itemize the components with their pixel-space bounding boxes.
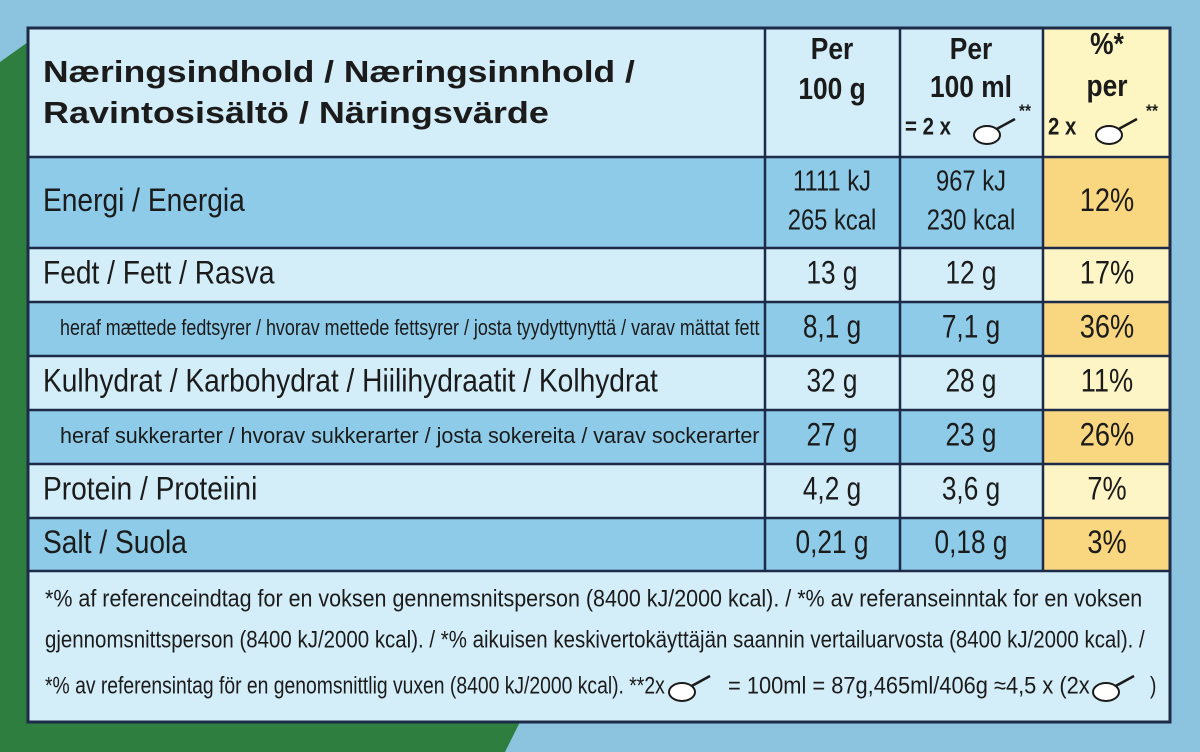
header-bg: [28, 28, 1043, 157]
value: 1111 kJ: [793, 164, 871, 197]
footnote: = 100ml = 87g,465ml/406g ≈4,5 x (2x: [728, 671, 1090, 698]
footnote: gjennomsnittsperson (8400 kJ/2000 kcal).…: [45, 626, 1145, 653]
value: 967 kJ: [936, 164, 1006, 197]
header-col: = 2 x: [905, 113, 951, 140]
percent-value: 17%: [1080, 255, 1134, 291]
spoon-bowl: [668, 682, 696, 702]
header-col: per: [1087, 69, 1128, 103]
value: 32 g: [806, 364, 857, 399]
row-bg: [28, 410, 1043, 464]
outer-border: [26, 26, 1172, 724]
percent-bg: [1043, 518, 1170, 571]
footnote: *% av referensintag för en genomsnittlig…: [45, 671, 665, 699]
row-label: Salt / Suola: [43, 525, 187, 560]
row-label: heraf mættede fedtsyrer / hvorav mettede…: [60, 316, 760, 340]
row-label: Fedt / Fett / Rasva: [43, 256, 275, 291]
percent-value: 11%: [1081, 363, 1133, 399]
spoon-icon: [1092, 674, 1135, 702]
value: 0,21 g: [796, 526, 869, 561]
value: 7,1 g: [942, 310, 1000, 345]
percent-value: 36%: [1080, 309, 1134, 345]
value: 27 g: [806, 418, 857, 453]
value: 265 kcal: [788, 203, 877, 236]
row-label: Protein / Proteiini: [43, 472, 257, 507]
row-bg: [28, 356, 1043, 410]
percent-value: 7%: [1087, 471, 1126, 507]
row-bg: [28, 157, 1043, 248]
footnote-bg: [28, 571, 1170, 722]
row-bg: [28, 518, 1043, 571]
table: [26, 26, 1172, 724]
spoon-icon: [668, 674, 711, 702]
value: 0,18 g: [935, 526, 1008, 561]
percent-bg: [1043, 248, 1170, 302]
footnote: *% af referenceindtag for en voksen genn…: [45, 584, 1142, 611]
footnote: ): [1150, 671, 1156, 699]
header-col: Per: [811, 32, 853, 66]
row-bg: [28, 464, 1043, 518]
percent-bg: [1043, 302, 1170, 356]
header-col: 100 g: [798, 72, 865, 106]
percent-bg: [1043, 356, 1170, 410]
header-col: %*: [1090, 27, 1124, 61]
spoon-icon: [973, 117, 1016, 145]
percent-bg: [1043, 410, 1170, 464]
spoon-bowl: [1095, 125, 1123, 145]
percent-value: 26%: [1080, 417, 1134, 453]
value: 13 g: [806, 256, 857, 291]
value: 28 g: [945, 364, 996, 399]
header-col: 2 x: [1048, 113, 1077, 140]
percent-bg: [1043, 157, 1170, 248]
header-label: Ravintosisältö / Näringsvärde: [43, 96, 549, 130]
spoon-bowl: [1092, 682, 1120, 702]
percent-value: 12%: [1080, 183, 1134, 219]
value: 23 g: [945, 418, 996, 453]
value: 4,2 g: [803, 472, 861, 507]
percent-value: 3%: [1087, 525, 1126, 561]
value: 12 g: [945, 256, 996, 291]
row-label: Energi / Energia: [43, 183, 245, 218]
texts: Næringsindhold / Næringsinnhold / Ravinto…: [43, 27, 1158, 702]
spoon-icon: [1095, 117, 1138, 145]
percent-bg: [1043, 464, 1170, 518]
value: 3,6 g: [942, 472, 1000, 507]
header-col: 100 ml: [930, 70, 1012, 104]
header-label: Næringsindhold / Næringsinnhold /: [43, 55, 635, 89]
header-col: Per: [950, 32, 992, 66]
header-col: **: [1019, 101, 1031, 121]
spoon-bowl: [973, 125, 1001, 145]
value: 230 kcal: [927, 203, 1016, 236]
row-bg: [28, 248, 1043, 302]
header-col: **: [1146, 101, 1158, 121]
value: 8,1 g: [803, 310, 861, 345]
row-label: Kulhydrat / Karbohydrat / Hiilihydraatit…: [43, 364, 658, 399]
row-bg: [28, 302, 1043, 356]
row-label: heraf sukkerarter / hvorav sukkerarter /…: [60, 423, 759, 448]
